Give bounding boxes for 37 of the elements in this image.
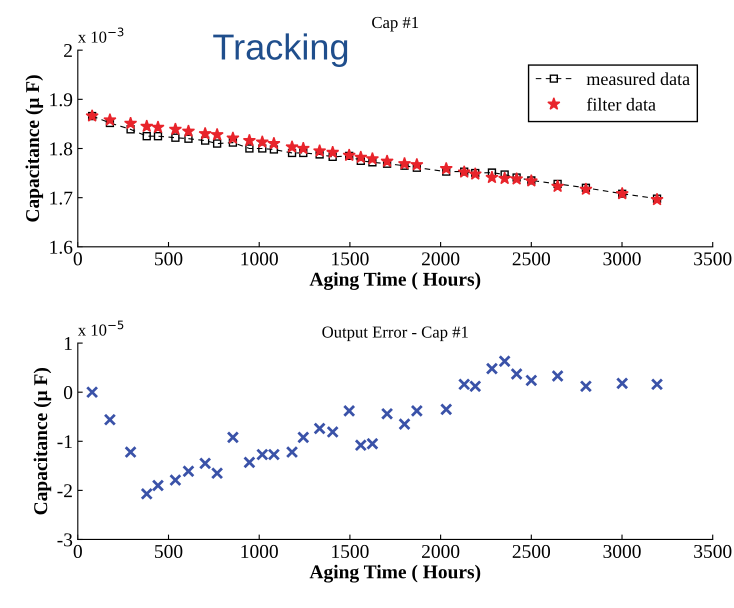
- y-tick-label: 1.9: [50, 93, 72, 106]
- y-tick-label: 1: [64, 337, 72, 350]
- x-tick-label: 3500: [694, 252, 732, 266]
- y-tick-label: 0: [64, 386, 72, 400]
- x-tick-label: 0: [74, 252, 82, 266]
- y-tick-label: -3: [57, 533, 72, 546]
- x-tick-label: 500: [155, 544, 182, 558]
- x-axis-title: Aging Time ( Hours): [310, 272, 480, 290]
- x-tick-label: 3500: [694, 544, 732, 558]
- x-tick-label: 2000: [422, 252, 460, 266]
- x-tick-label: 1500: [332, 544, 369, 558]
- text: x 10$^{−3}$: [78, 28, 124, 43]
- y-axis-title: Capacitance (μ F): [34, 368, 52, 514]
- y-tick-label: 1.6: [50, 240, 72, 254]
- legend-label: filter data: [586, 98, 656, 111]
- chart-title: Cap #1: [372, 16, 418, 32]
- legend-label: measured data: [586, 72, 690, 86]
- y-tick-label: 2: [64, 44, 72, 57]
- x-axis-title: Aging Time ( Hours): [310, 564, 480, 583]
- x-tick-label: 1000: [241, 544, 278, 558]
- x-tick-label: 0: [74, 544, 82, 558]
- x-tick-label: 2500: [512, 544, 550, 558]
- x-tick-label: 3000: [604, 252, 641, 266]
- x-tick-label: 2500: [512, 252, 550, 266]
- y-tick-label: -2: [57, 484, 72, 498]
- y-tick-label: 1.8: [50, 142, 72, 156]
- y-tick-label: -1: [57, 435, 72, 448]
- chart-title: Output Error - Cap #1: [322, 326, 468, 342]
- y-axis-title: Capacitance (μ F): [25, 75, 44, 222]
- x-tick-label: 3000: [604, 544, 641, 558]
- annotation: Tracking: [213, 33, 348, 67]
- x-tick-label: 500: [155, 252, 182, 266]
- x-tick-label: 2000: [422, 544, 460, 558]
- x-tick-label: 1000: [241, 252, 278, 266]
- y-tick-label: 1.7: [50, 192, 72, 205]
- text: x 10$^{−5}$: [78, 320, 124, 336]
- x-tick-label: 1500: [332, 252, 369, 266]
